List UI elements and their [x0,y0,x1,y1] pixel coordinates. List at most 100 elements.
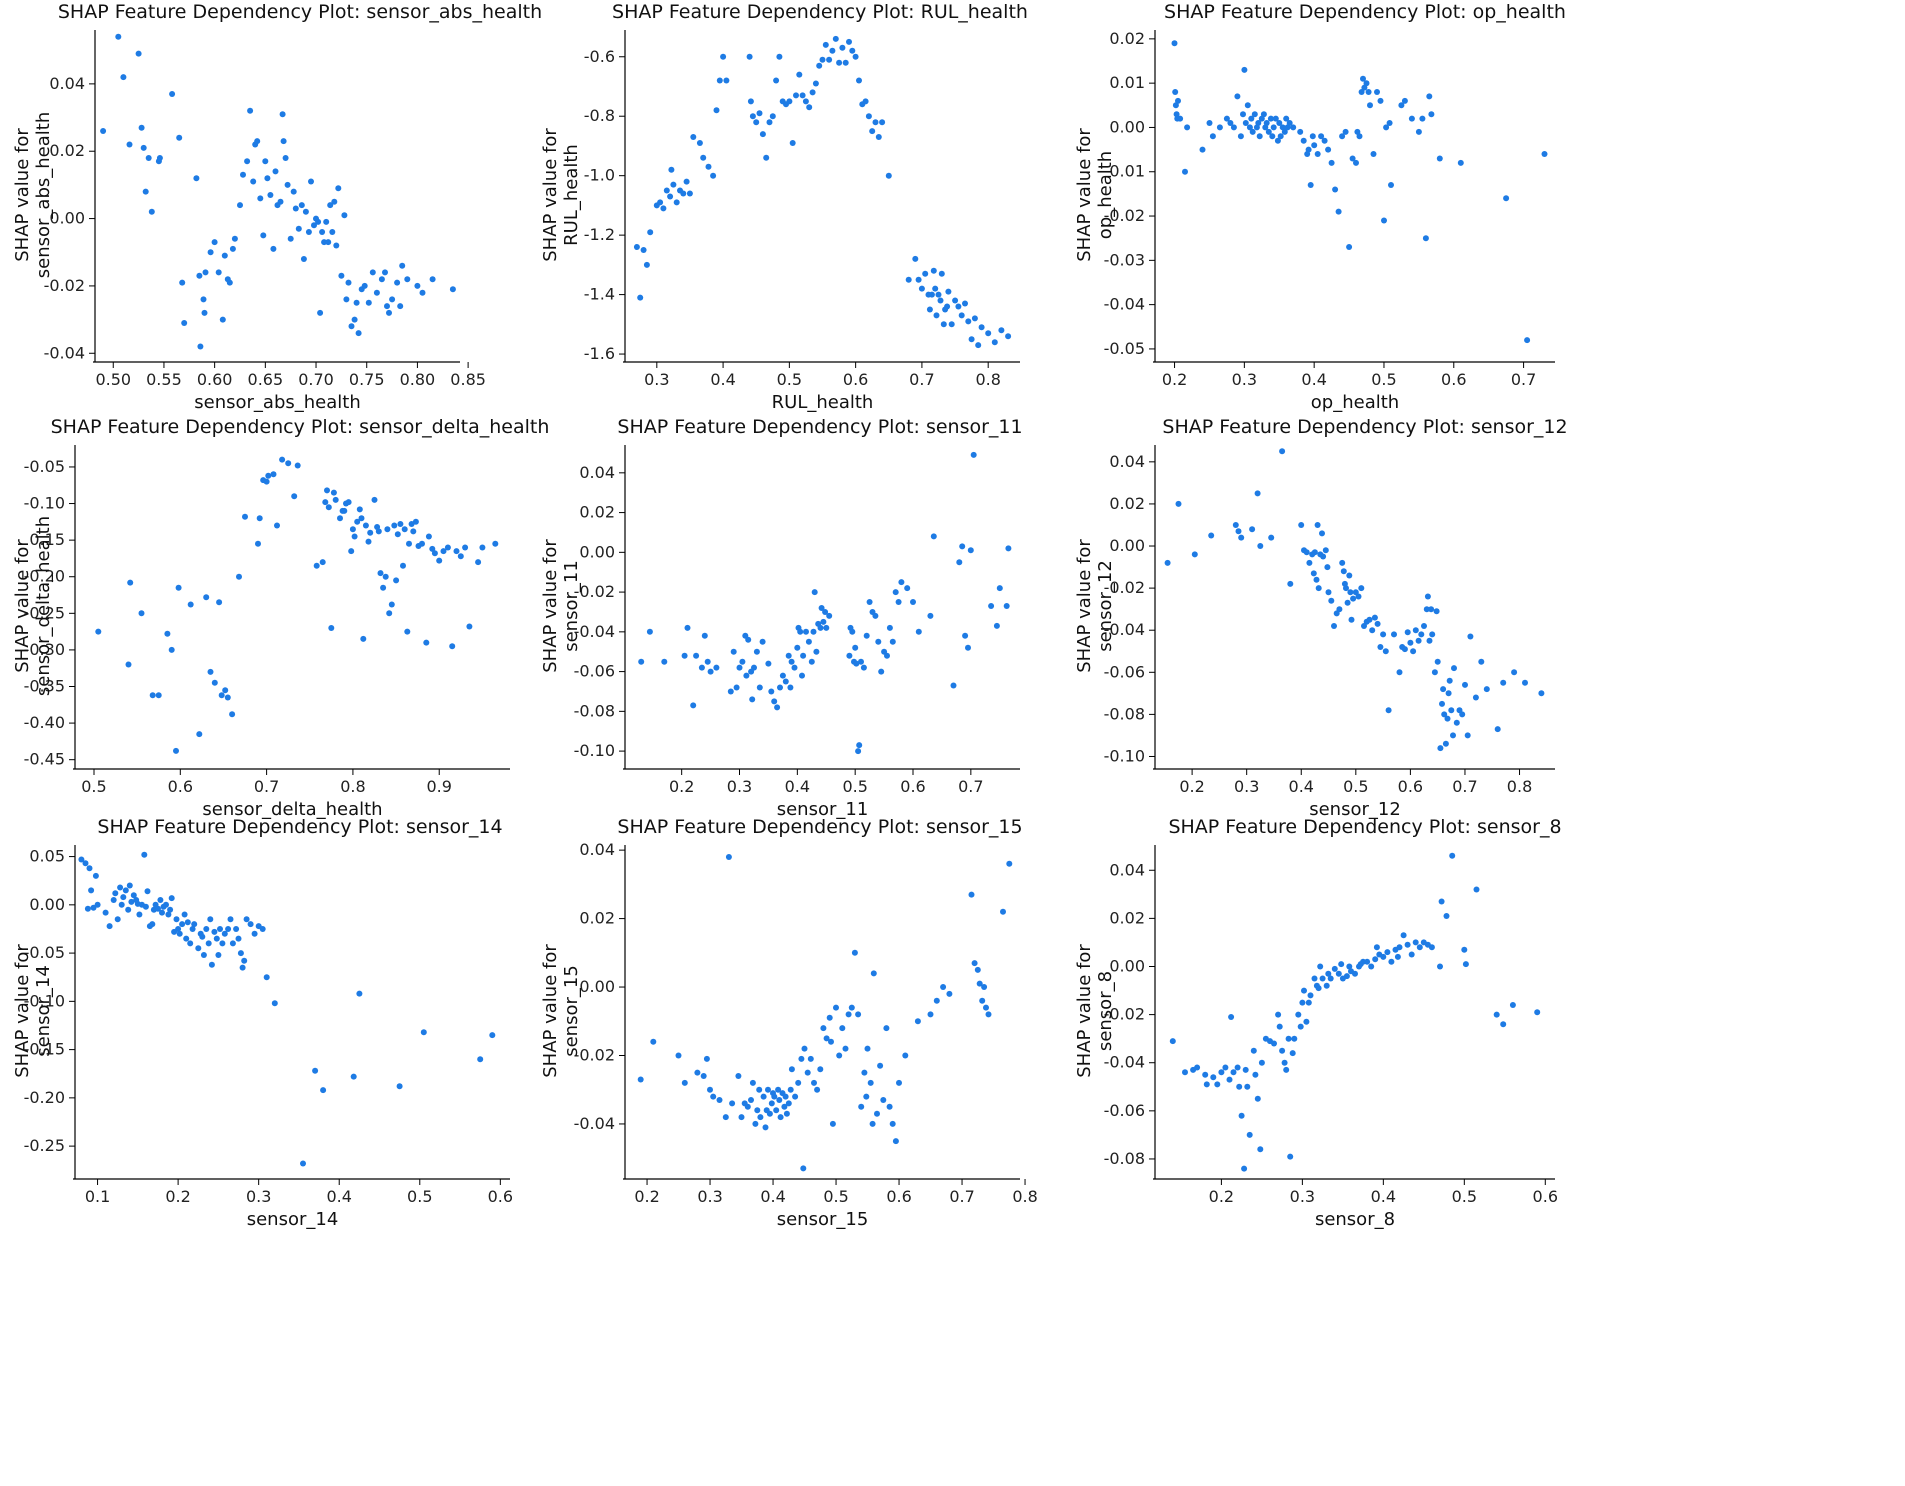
data-point [885,172,892,179]
data-point [1274,137,1281,144]
y-axis-label-line: sensor_delta_health [33,516,54,696]
y-axis-label: SHAP value forsensor_11 [540,539,582,673]
data-point [397,521,404,527]
y-tick-label: -0.25 [24,1136,65,1155]
data-point [817,1066,824,1073]
data-point [1303,1018,1310,1025]
data-point [1384,949,1391,956]
data-point [365,299,372,306]
data-point [1249,526,1256,533]
data-point [1311,549,1318,556]
x-tick-label: 0.2 [1179,777,1204,796]
data-point [912,255,919,262]
data-point [965,318,972,325]
data-point [345,499,352,506]
x-tick-label: 0.3 [697,1187,722,1206]
data-point [215,269,222,276]
data-point [1509,1002,1516,1008]
data-point [1283,1066,1290,1073]
data-point [788,1066,795,1073]
data-point [155,905,161,912]
data-point [1343,585,1349,592]
data-point [759,131,766,138]
dependency-plot-8: SHAP Feature Dependency Plot: sensor_150… [540,816,1038,1230]
data-point [157,897,164,903]
data-point [271,1000,278,1007]
data-point [985,1011,992,1018]
data-point [257,195,264,202]
data-point [705,163,712,170]
data-point [1234,1064,1241,1071]
data-point [1367,102,1373,109]
data-point [184,919,191,926]
scatter-points [633,35,1012,349]
data-point [777,1114,784,1121]
data-point [221,930,228,937]
data-point [242,513,248,520]
data-point [453,548,460,555]
data-point [322,499,329,506]
data-point [195,945,202,952]
data-point [1208,532,1215,539]
y-axis-label-line: RUL_health [561,144,582,246]
y-tick-label: -0.08 [574,701,615,720]
data-point [805,638,812,645]
data-point [492,540,499,547]
data-point [680,190,687,197]
data-point [1467,633,1474,640]
data-point [753,119,760,126]
data-point [313,562,320,569]
data-point [208,961,215,968]
data-point [1511,669,1518,676]
data-point [360,635,367,642]
data-point [744,1103,751,1110]
data-point [756,684,763,691]
x-tick-label: 0.1 [85,1187,110,1206]
data-point [369,269,376,276]
data-point [1423,606,1430,613]
data-point [896,1079,902,1086]
data-point [822,41,829,48]
data-point [952,297,959,304]
data-point [773,77,780,84]
data-point [1442,740,1449,747]
data-point [788,658,795,665]
data-point [668,166,675,173]
y-axis-label-line: op_health [1095,151,1116,239]
data-point [794,644,801,651]
data-point [998,327,1005,334]
data-point [1257,1146,1264,1153]
data-point [945,288,952,295]
data-point [429,545,436,552]
data-point [1541,151,1548,157]
data-point [760,1093,767,1100]
data-point [200,296,207,303]
data-point [1408,115,1415,122]
data-point [867,1079,874,1086]
data-point [425,533,432,540]
data-point [782,678,789,685]
data-point [793,92,799,99]
data-point [196,272,203,279]
data-point [862,98,869,105]
data-point [1254,490,1261,497]
data-point [95,628,102,635]
data-point [1404,941,1411,948]
data-point [1369,627,1376,634]
data-point [213,935,220,942]
x-tick-label: 0.7 [949,1187,974,1206]
data-point [259,926,266,932]
data-point [1311,142,1318,149]
x-tick-label: 0.6 [1398,777,1423,796]
data-point [1235,528,1242,535]
data-point [757,1114,764,1121]
data-point [1171,40,1178,47]
data-point [183,935,190,942]
x-tick-label: 0.5 [777,370,802,389]
plot-title: SHAP Feature Dependency Plot: sensor_8 [1168,816,1561,838]
data-point [168,895,175,902]
data-point [130,892,137,899]
data-point [324,487,330,494]
data-point [211,679,218,686]
data-point [394,279,401,286]
